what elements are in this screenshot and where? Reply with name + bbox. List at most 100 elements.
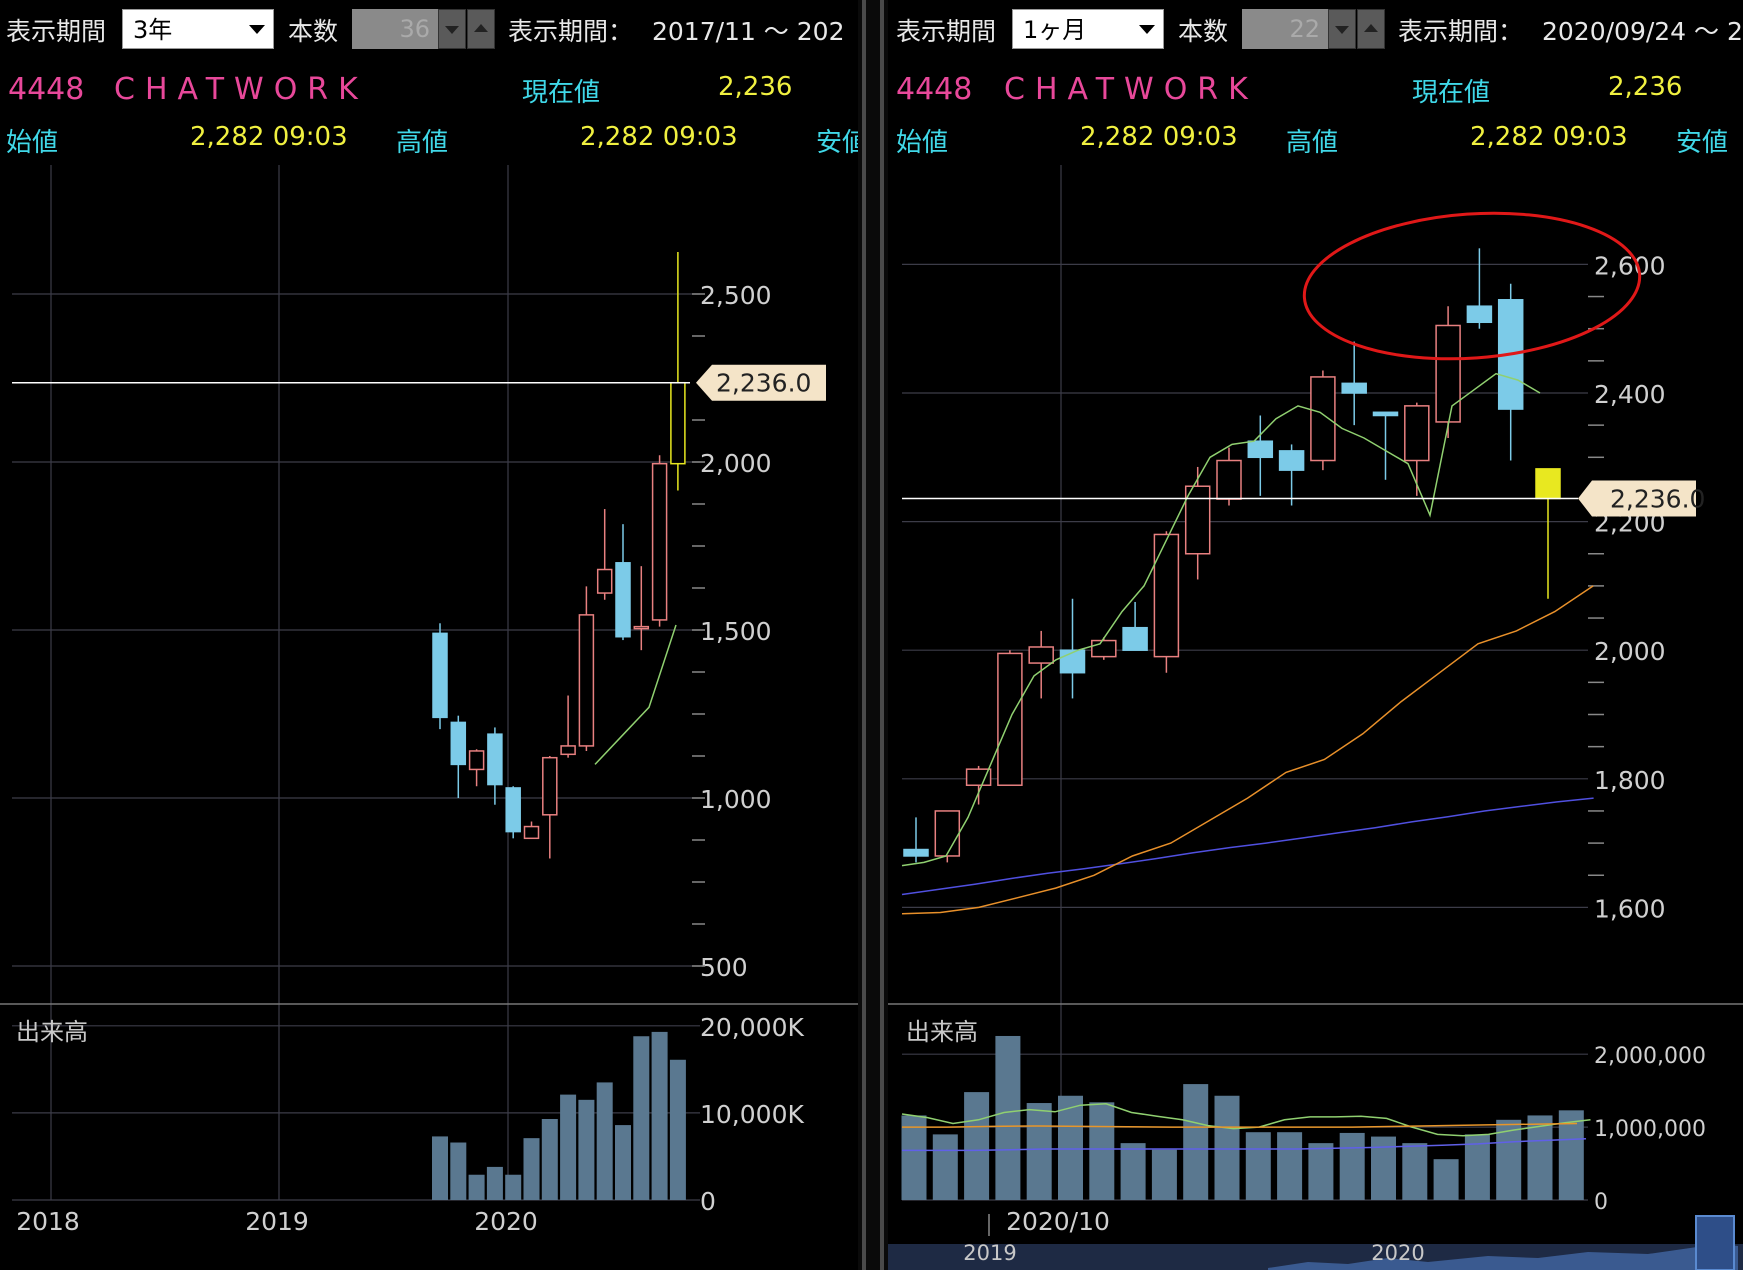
volume-bar (523, 1138, 540, 1200)
panel-splitter[interactable] (858, 0, 888, 1270)
stock-code: 4448 (8, 72, 85, 107)
price-marker-text: 2,236.0 (1610, 484, 1705, 513)
count-label: 本数 (288, 17, 339, 46)
chart-right[interactable]: 2,6002,4002,2002,0001,8001,6002,000,0001… (888, 0, 1743, 1270)
volume-tick-label: 0 (700, 1187, 716, 1216)
count-down-button[interactable] (438, 9, 466, 49)
volume-label: 出来高 (16, 1018, 88, 1046)
period-select[interactable]: 3年 (122, 9, 274, 49)
candle-body (615, 562, 631, 638)
candle-body (965, 768, 992, 786)
high-label: 高値 (396, 128, 449, 158)
range-value: 2020/09/24 ～ 2 (1542, 17, 1743, 46)
volume-bar (505, 1174, 522, 1200)
price-tick-label: 500 (700, 953, 748, 982)
stock-name: CHATWORK (114, 72, 368, 107)
controls-bar: 表示期間 3年 本数 36 表示期間： 2017/11 ～ 202 (0, 4, 858, 50)
open-label: 始値 (6, 128, 59, 158)
candle-body (450, 721, 467, 766)
moving-average-long (901, 797, 1594, 896)
current-price-label: 現在値 (1412, 78, 1491, 108)
candle-body (468, 750, 485, 771)
range-label: 表示期間： (508, 17, 634, 46)
count-down-button[interactable] (1328, 9, 1356, 49)
price-tick-label: 2,000 (1594, 637, 1666, 666)
candle-body (633, 625, 650, 630)
count-up-button[interactable] (1357, 9, 1385, 49)
volume-bar (995, 1035, 1021, 1200)
splitter-bar-right (880, 0, 884, 1270)
volume-bar (541, 1118, 558, 1200)
count-input[interactable]: 36 (352, 9, 438, 49)
volume-bar (1183, 1084, 1209, 1200)
price-marker-badge (696, 364, 826, 401)
volume-tick-label: 2,000,000 (1594, 1044, 1706, 1069)
volume-bar (1058, 1095, 1083, 1200)
navigator-handle (1695, 1215, 1735, 1270)
volume-tick-label: 20,000K (700, 1013, 804, 1042)
count-input[interactable]: 22 (1242, 9, 1328, 49)
price-tick-label: 1,800 (1594, 766, 1666, 795)
open-value: 2,282 09:03 (1080, 122, 1238, 152)
volume-bar (468, 1174, 485, 1200)
high-value: 2,282 09:03 (580, 122, 738, 152)
moving-average-short (901, 372, 1541, 867)
candle-body (1466, 305, 1493, 324)
volume-bar (651, 1031, 668, 1200)
volume-tick-label: 1,000,000 (1594, 1117, 1706, 1142)
volume-bar (964, 1092, 990, 1200)
volume-bar (1214, 1095, 1240, 1200)
candle-body (542, 756, 558, 816)
period-select-value: 1ヶ月 (1023, 16, 1087, 44)
candle-body (523, 825, 540, 840)
range-label: 表示期間： (1398, 17, 1524, 46)
candle-body (1372, 411, 1399, 417)
price-tick-label: 2,500 (700, 281, 772, 310)
candle-body (670, 381, 686, 465)
volume-bar (932, 1134, 958, 1200)
high-label: 高値 (1286, 128, 1339, 158)
current-price-label: 現在値 (522, 78, 601, 108)
candle-body (1059, 649, 1086, 674)
candle-body (651, 462, 668, 621)
volume-bar (560, 1094, 577, 1200)
period-select-value: 3年 (133, 16, 173, 44)
volume-bar (633, 1036, 650, 1200)
volume-bar (1245, 1132, 1271, 1200)
chart-left[interactable]: 2,500 2,000 1,500 1,000 500 20,000K 10,000K 0 出来… (0, 0, 858, 1270)
volume-bar (1339, 1132, 1365, 1200)
candle-body (1153, 533, 1180, 658)
period-label: 表示期間 (6, 17, 107, 46)
volume-bar (1527, 1115, 1553, 1200)
candle-body (1091, 639, 1117, 658)
volume-tick-label: 0 (1594, 1190, 1608, 1215)
count-up-button[interactable] (467, 9, 495, 49)
candle-body (596, 568, 613, 594)
volume-bar (1496, 1119, 1522, 1200)
candle-body (1216, 459, 1242, 500)
candle-body (1404, 405, 1430, 462)
volume-bar (450, 1142, 467, 1200)
candle-body (1278, 450, 1305, 471)
navigator-area (1268, 1244, 1738, 1270)
candle-body (578, 614, 595, 747)
volume-bar (1402, 1143, 1428, 1200)
candle-body (505, 787, 521, 833)
candle-body (934, 810, 961, 857)
period-select[interactable]: 1ヶ月 (1012, 9, 1164, 49)
candle-body (1122, 626, 1148, 651)
annotation-circle (1302, 211, 1642, 361)
candle-body (1435, 324, 1461, 423)
splitter-bar-left (862, 0, 866, 1270)
volume-bar (1558, 1110, 1584, 1200)
price-marker-badge (1578, 480, 1696, 517)
open-value: 2,282 09:03 (190, 122, 348, 152)
volume-tick-label: 10,000K (700, 1100, 804, 1129)
volume-ma-long (902, 1138, 1587, 1152)
candle-body (1028, 646, 1054, 664)
candle-body (487, 733, 503, 786)
x-tick-label: 2020/10 (1006, 1207, 1110, 1236)
x-tick-label: 2019 (245, 1207, 309, 1236)
volume-label: 出来高 (906, 1018, 978, 1046)
volume-bar (1151, 1149, 1177, 1200)
